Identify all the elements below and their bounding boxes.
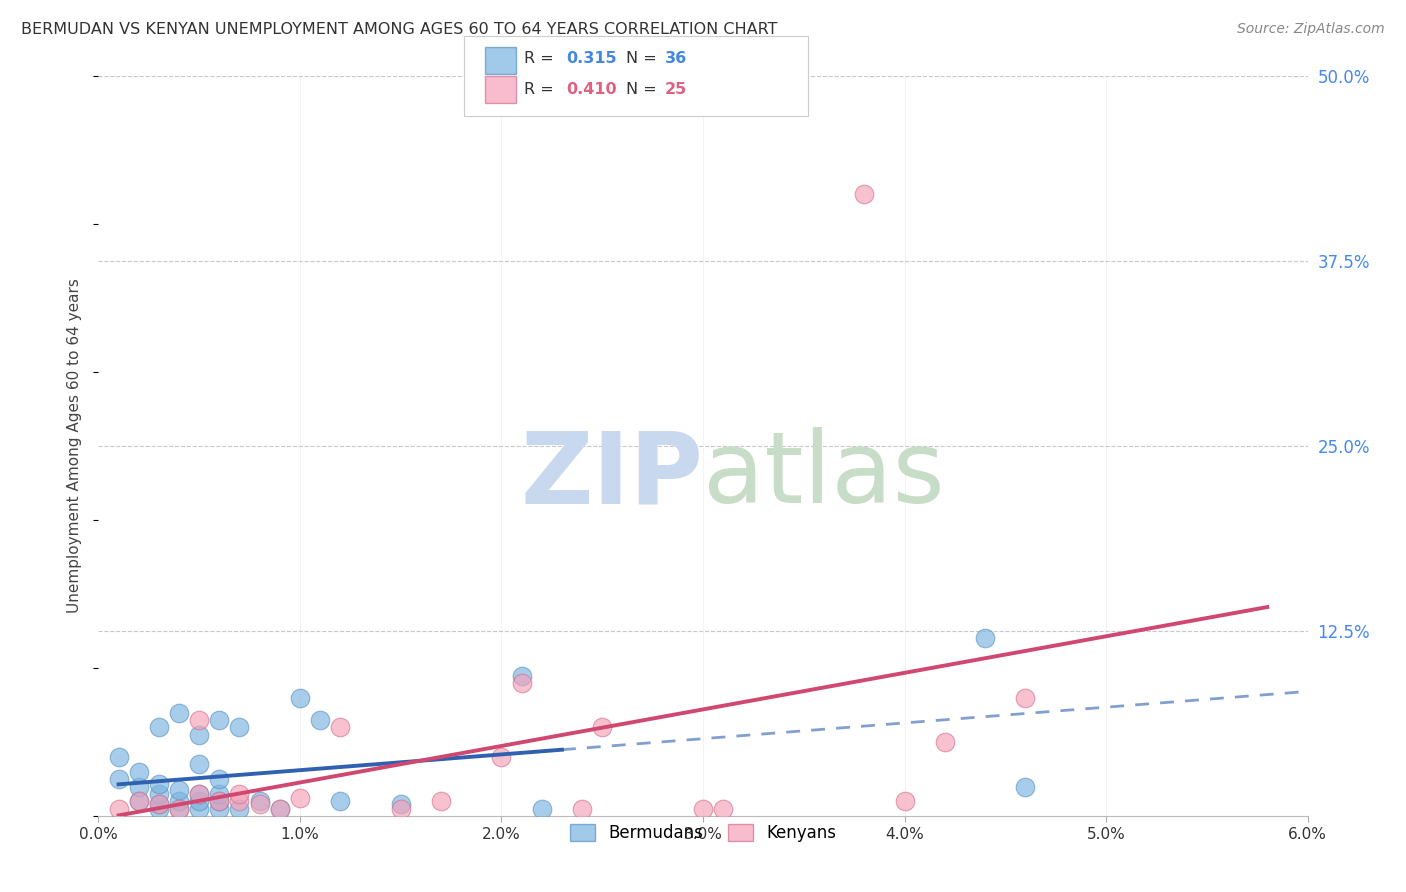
Point: [208, 772, 231, 787]
Point: [711, 802, 734, 816]
Text: 36: 36: [665, 52, 688, 66]
Point: [571, 802, 593, 816]
Point: [107, 802, 129, 816]
Point: [208, 713, 231, 727]
Point: [167, 802, 190, 816]
Point: [1014, 780, 1036, 794]
Point: [510, 668, 533, 682]
Point: [1014, 690, 1036, 705]
Point: [188, 787, 211, 801]
Point: [269, 802, 291, 816]
Point: [167, 706, 190, 720]
Point: [269, 802, 291, 816]
Point: [288, 791, 311, 805]
Point: [128, 764, 150, 779]
Point: [128, 794, 150, 808]
Text: N =: N =: [626, 82, 662, 96]
Point: [188, 728, 211, 742]
Point: [510, 676, 533, 690]
Point: [329, 794, 352, 808]
Legend: Bermudans, Kenyans: Bermudans, Kenyans: [562, 817, 844, 848]
Point: [309, 713, 332, 727]
Point: [188, 794, 211, 808]
Point: [167, 802, 190, 816]
Point: [329, 720, 352, 734]
Point: [107, 750, 129, 764]
Point: [148, 776, 170, 790]
Point: [128, 780, 150, 794]
Text: atlas: atlas: [703, 427, 945, 524]
Point: [167, 794, 190, 808]
Point: [208, 802, 231, 816]
Point: [288, 690, 311, 705]
Point: [208, 794, 231, 808]
Text: Source: ZipAtlas.com: Source: ZipAtlas.com: [1237, 22, 1385, 37]
Point: [530, 802, 553, 816]
Text: 25: 25: [665, 82, 688, 96]
Point: [389, 797, 412, 812]
Text: BERMUDAN VS KENYAN UNEMPLOYMENT AMONG AGES 60 TO 64 YEARS CORRELATION CHART: BERMUDAN VS KENYAN UNEMPLOYMENT AMONG AG…: [21, 22, 778, 37]
Point: [491, 750, 513, 764]
Point: [389, 802, 412, 816]
Point: [228, 794, 250, 808]
Y-axis label: Unemployment Among Ages 60 to 64 years: Unemployment Among Ages 60 to 64 years: [67, 278, 83, 614]
Point: [148, 787, 170, 801]
Point: [692, 802, 714, 816]
Point: [188, 802, 211, 816]
Text: N =: N =: [626, 52, 662, 66]
Text: 0.315: 0.315: [567, 52, 617, 66]
Point: [228, 787, 250, 801]
Point: [893, 794, 915, 808]
Point: [934, 735, 956, 749]
Point: [188, 787, 211, 801]
Text: ZIP: ZIP: [520, 427, 703, 524]
Point: [208, 794, 231, 808]
Point: [188, 713, 211, 727]
Point: [249, 797, 271, 812]
Point: [430, 794, 453, 808]
Point: [148, 797, 170, 812]
Point: [228, 720, 250, 734]
Point: [974, 632, 997, 646]
Text: 0.410: 0.410: [567, 82, 617, 96]
Text: R =: R =: [524, 52, 560, 66]
Point: [148, 797, 170, 812]
Point: [107, 772, 129, 787]
Point: [148, 802, 170, 816]
Point: [167, 782, 190, 797]
Text: R =: R =: [524, 82, 560, 96]
Point: [853, 187, 876, 202]
Point: [591, 720, 613, 734]
Point: [148, 720, 170, 734]
Point: [228, 802, 250, 816]
Point: [128, 794, 150, 808]
Point: [188, 757, 211, 772]
Point: [208, 787, 231, 801]
Point: [249, 794, 271, 808]
